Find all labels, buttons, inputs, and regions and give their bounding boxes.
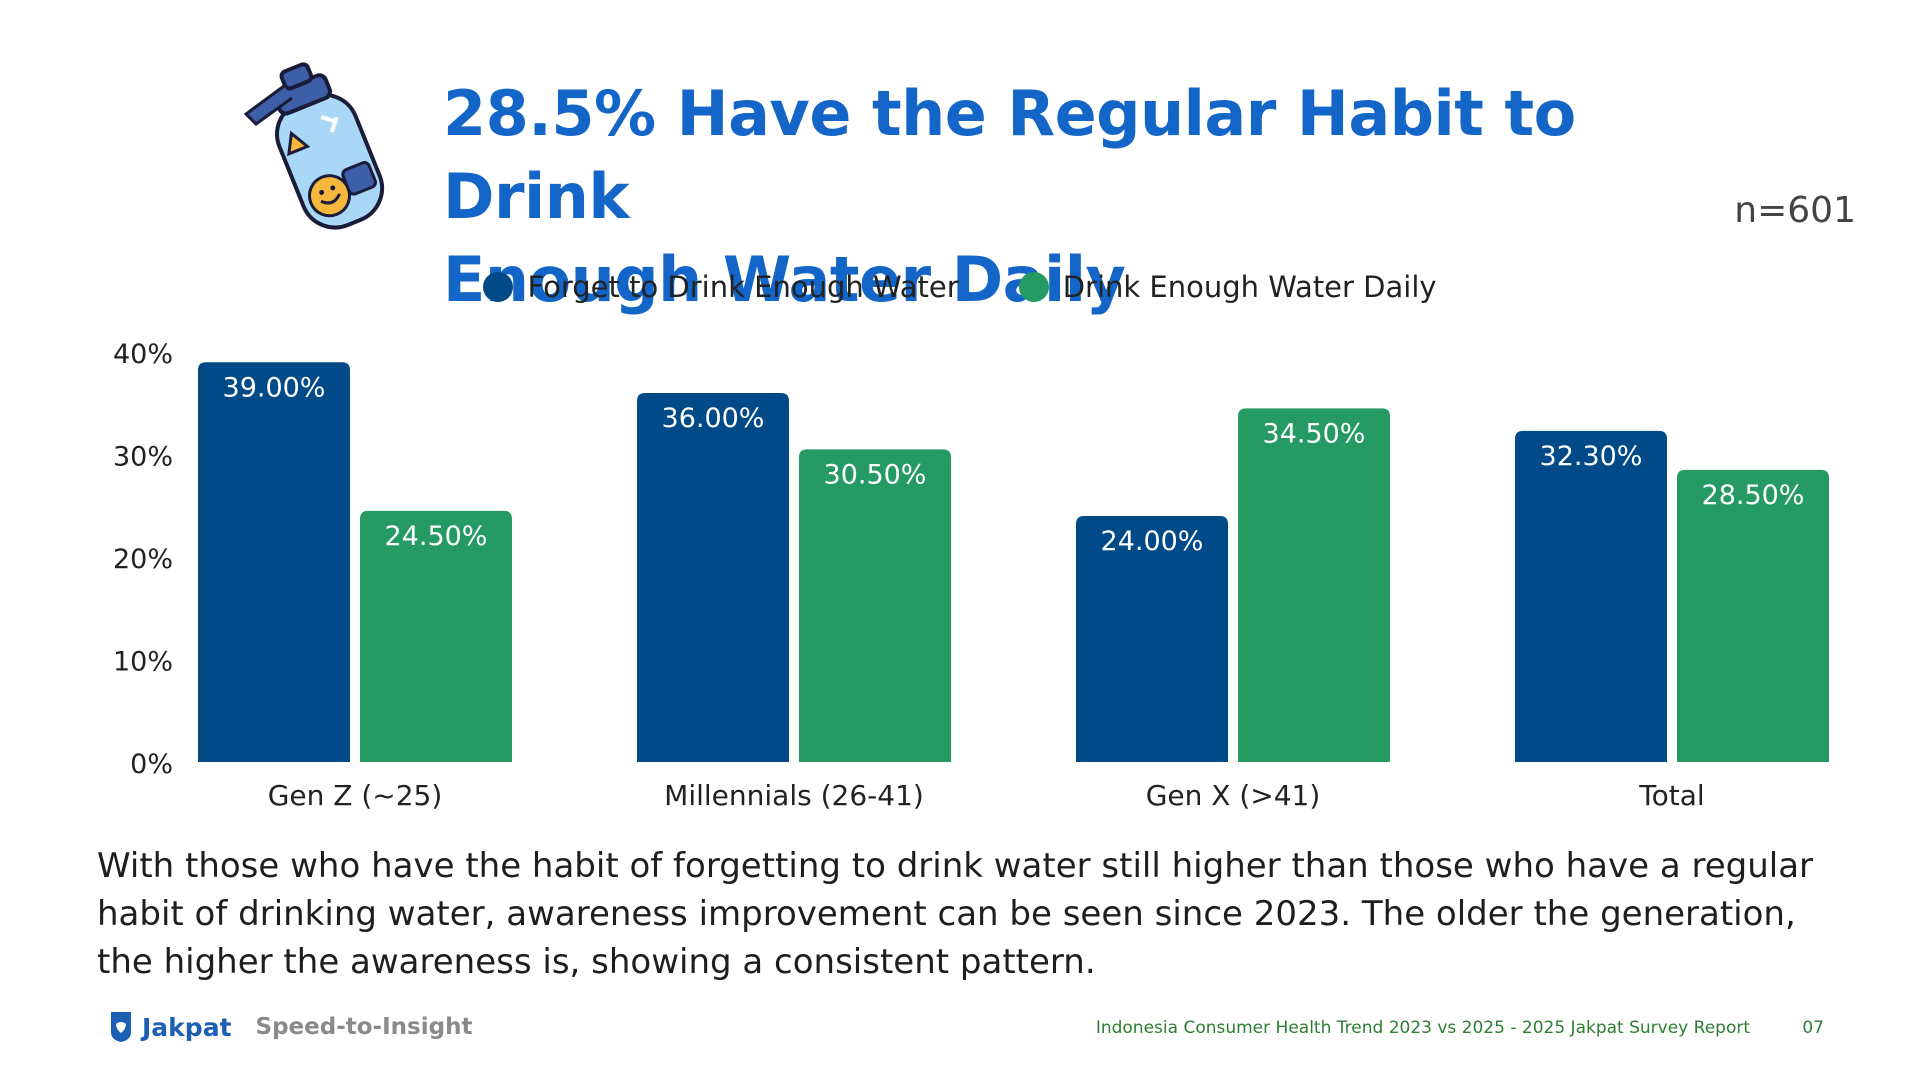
summary-caption: With those who have the habit of forgett… (97, 846, 1814, 982)
bar (1515, 430, 1667, 762)
y-tick-label: 40% (113, 339, 173, 370)
sample-size: n=601 (1734, 190, 1856, 231)
x-tick-label: Total (1638, 779, 1704, 812)
data-label: 28.50% (1702, 480, 1805, 511)
jakpat-logo-icon (111, 1012, 131, 1042)
data-label: 32.30% (1540, 441, 1643, 472)
bar (198, 362, 350, 762)
footer-brand: Jakpat Speed-to-Insight (108, 1010, 472, 1044)
x-tick-label: Gen X (>41) (1146, 779, 1321, 812)
bar (1677, 469, 1829, 762)
y-tick-label: 20% (113, 544, 173, 575)
y-tick-label: 10% (113, 647, 173, 678)
bar (799, 449, 951, 762)
data-label: 36.00% (662, 403, 765, 434)
bar (1076, 516, 1228, 762)
x-tick-label: Gen Z (~25) (268, 779, 443, 812)
brand-name: Jakpat (142, 1012, 232, 1042)
chart-legend: Forget to Drink Enough Water Drink Enoug… (0, 270, 1920, 304)
bar (360, 510, 512, 762)
data-label: 24.00% (1101, 526, 1204, 557)
page-title: 28.5% Have the Regular Habit to Drink En… (443, 72, 1773, 321)
data-label: 30.50% (824, 459, 927, 490)
legend-label-forget: Forget to Drink Enough Water (527, 270, 959, 304)
y-tick-label: 30% (113, 442, 173, 473)
legend-label-drink: Drink Enough Water Daily (1062, 270, 1437, 304)
water-bottle-icon (243, 62, 385, 230)
y-tick-label: 0% (130, 749, 173, 780)
report-title: Indonesia Consumer Health Trend 2023 vs … (1095, 1018, 1750, 1038)
bar (1238, 408, 1390, 762)
legend-item-forget: Forget to Drink Enough Water (483, 270, 959, 304)
page-number: 07 (1802, 1018, 1824, 1038)
bar (637, 393, 789, 762)
legend-item-drink: Drink Enough Water Daily (1018, 270, 1437, 304)
data-label: 24.50% (385, 521, 488, 552)
title-line-2: Enough Water Daily (443, 243, 1126, 316)
legend-swatch-forget (483, 272, 514, 302)
bar-chart: 0% 10% 20% 30% 40% 39.00% 24.50% Gen Z (~25) 36.… (113, 339, 1829, 812)
data-label: 34.50% (1263, 418, 1366, 449)
title-line-1: 28.5% Have the Regular Habit to Drink (443, 77, 1576, 233)
legend-swatch-drink (1018, 272, 1049, 302)
x-tick-label: Millennials (26-41) (664, 779, 924, 812)
brand-tagline: Speed-to-Insight (255, 1014, 473, 1040)
data-label: 39.00% (223, 372, 326, 403)
